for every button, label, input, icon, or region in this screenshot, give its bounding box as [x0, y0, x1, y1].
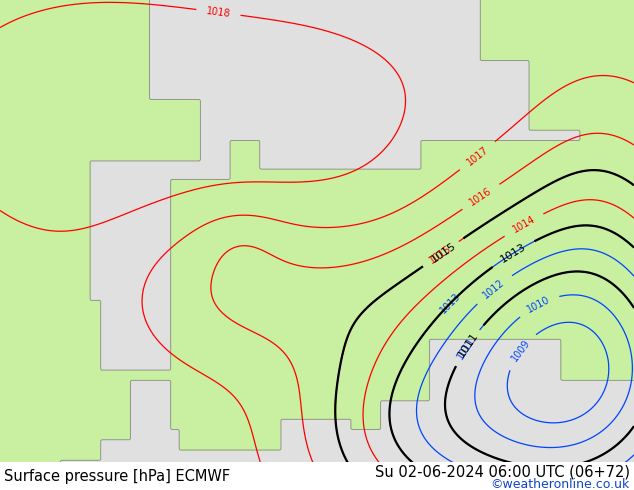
Text: 1013: 1013	[438, 291, 462, 316]
Bar	[0, 462, 634, 490]
Text: 1015: 1015	[427, 243, 453, 265]
Text: 1015: 1015	[429, 240, 458, 265]
Text: 1010: 1010	[526, 294, 552, 315]
Text: 1018: 1018	[205, 6, 231, 19]
Text: 1016: 1016	[468, 186, 494, 208]
Text: Surface pressure [hPa] ECMWF: Surface pressure [hPa] ECMWF	[4, 468, 230, 484]
Text: 1017: 1017	[465, 144, 490, 168]
Text: 1012: 1012	[481, 277, 507, 301]
Text: Su 02-06-2024 06:00 UTC (06+72): Su 02-06-2024 06:00 UTC (06+72)	[375, 465, 630, 480]
Text: 1013: 1013	[498, 242, 527, 265]
Text: 1009: 1009	[509, 338, 532, 364]
Text: 1011: 1011	[456, 335, 477, 361]
Text: 1011: 1011	[456, 330, 481, 359]
Text: 1014: 1014	[510, 214, 537, 235]
Text: ©weatheronline.co.uk: ©weatheronline.co.uk	[491, 477, 630, 490]
